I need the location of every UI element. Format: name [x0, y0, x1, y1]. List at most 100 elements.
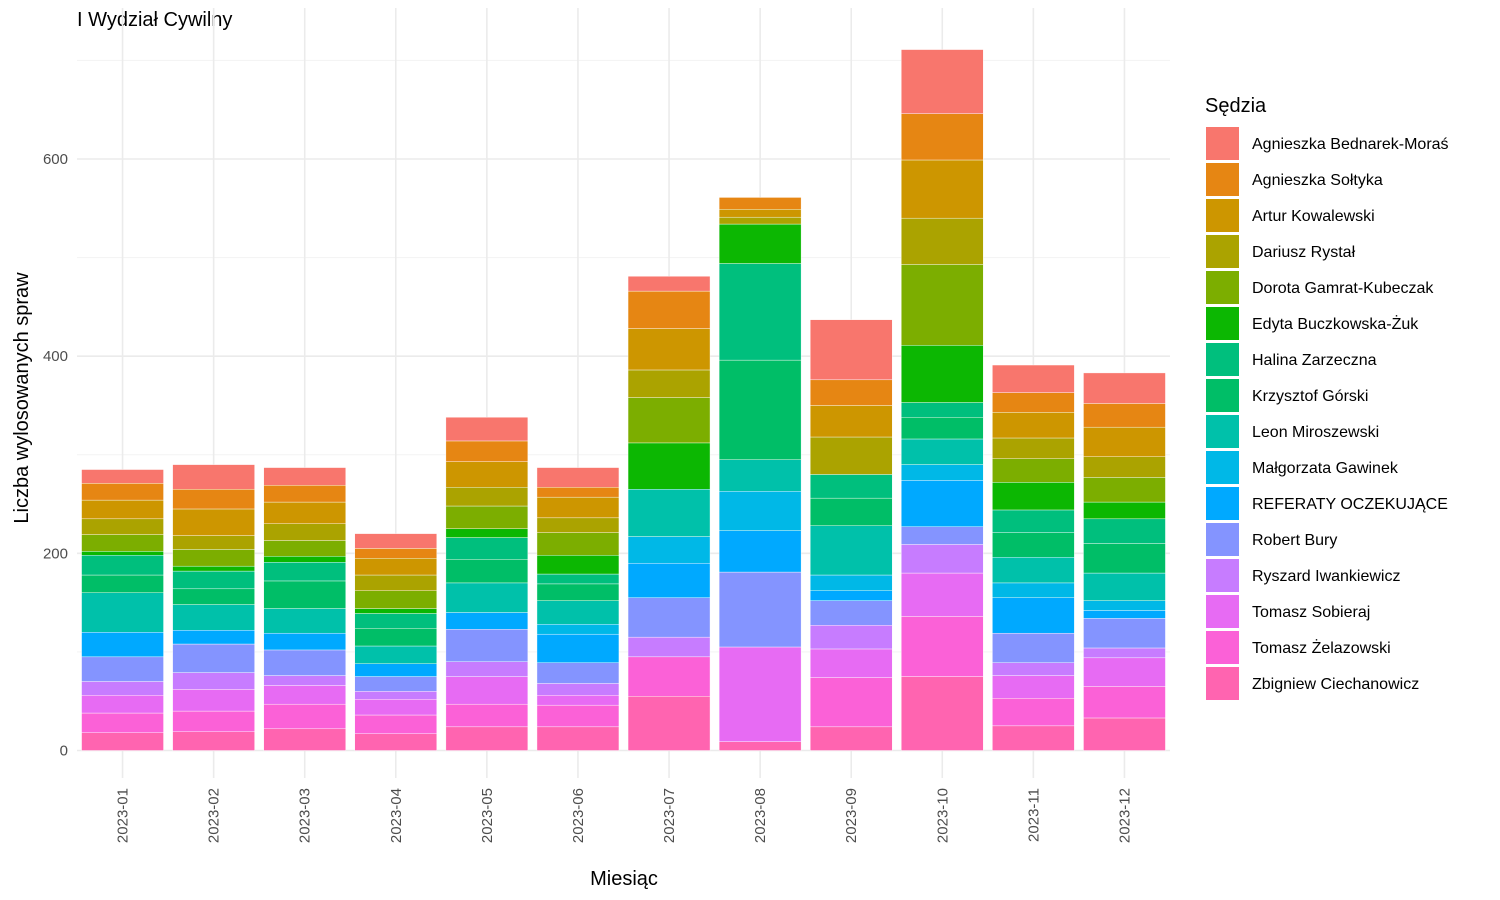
bar-segment [354, 613, 437, 629]
bar-segment [354, 645, 437, 664]
bar-segment [992, 662, 1075, 676]
bar-segment [810, 405, 893, 438]
y-tick-label: 0 [60, 743, 68, 760]
bar-segment [627, 276, 711, 292]
bar-segment [263, 675, 346, 686]
bar-segment [901, 438, 984, 465]
legend-swatch [1206, 163, 1239, 196]
bar-segment [536, 532, 620, 556]
legend-label: REFERATY OCZEKUJĄCE [1252, 496, 1448, 513]
bar-segment [718, 263, 802, 361]
bar-segment [354, 533, 437, 549]
bar-segment [1083, 477, 1166, 503]
bar-segment [718, 646, 802, 742]
bar-segment [1083, 518, 1166, 544]
bar-segment [901, 417, 984, 440]
bar-segment [445, 528, 529, 538]
x-tick-label: 2023-11 [1025, 788, 1042, 842]
bar-segment [81, 483, 164, 501]
bar-segment [445, 461, 529, 488]
bar-segment [901, 113, 984, 161]
bar-segment [627, 369, 711, 398]
x-tick-label: 2023-12 [1116, 788, 1133, 843]
x-tick-label: 2023-09 [843, 788, 860, 843]
bar-segment [718, 359, 802, 460]
bar-segment [354, 548, 437, 559]
bar-segment [536, 573, 620, 585]
bar-segment [536, 487, 620, 498]
bar-segment [901, 676, 984, 751]
bar-segment [536, 600, 620, 625]
bar-segment [627, 397, 711, 444]
bar-segment [172, 643, 255, 673]
x-tick-label: 2023-07 [661, 788, 678, 843]
bar-segment [536, 583, 620, 601]
bar-segment [627, 536, 711, 564]
bar-segment [445, 703, 529, 728]
bar-segment [172, 604, 255, 631]
bar-segment [627, 442, 711, 490]
bar-segment [81, 518, 164, 535]
bar-segment [536, 633, 620, 663]
bar-segment [445, 440, 529, 462]
bar-segment [445, 582, 529, 613]
bar-segment [354, 558, 437, 576]
legend-swatch [1206, 235, 1239, 268]
legend-label: Dariusz Rystał [1252, 244, 1356, 261]
bar-segment [536, 517, 620, 533]
bar-segment [810, 436, 893, 475]
bar-segment [992, 675, 1075, 699]
legend-swatch [1206, 523, 1239, 556]
bar-segment [263, 728, 346, 751]
bar-segment [1083, 372, 1166, 404]
chart-title: I Wydział Cywilny [77, 9, 232, 31]
bar-segment [810, 600, 893, 626]
bar-segment [718, 209, 802, 218]
bar-segment [536, 662, 620, 684]
bar-segment [1083, 717, 1166, 751]
legend-label: Agnieszka Bednarek-Moraś [1252, 136, 1449, 153]
legend-label: Halina Zarzeczna [1252, 352, 1377, 369]
bar-segment [536, 683, 620, 696]
bar-segment [81, 499, 164, 520]
legend-swatch [1206, 667, 1239, 700]
bar-segment [445, 661, 529, 677]
y-tick-label: 600 [43, 151, 68, 168]
x-tick-label: 2023-03 [297, 788, 314, 843]
bar-segment [992, 698, 1075, 727]
bar-segment [172, 630, 255, 645]
bar-segment [627, 562, 711, 598]
bar-segment [172, 710, 255, 732]
legend-label: Tomasz Sobieraj [1252, 604, 1370, 621]
bar-segment [172, 672, 255, 690]
bar-segment [445, 537, 529, 560]
bar-segment [1083, 403, 1166, 428]
bar-segment [718, 530, 802, 573]
y-tick-label: 200 [43, 545, 68, 562]
bar-segment [992, 509, 1075, 533]
legend-swatch [1206, 415, 1239, 448]
bar-segment [263, 523, 346, 541]
bar-segment [263, 632, 346, 651]
bar-segment [992, 364, 1075, 393]
bar-segment [81, 695, 164, 714]
bar-segment [718, 197, 802, 210]
bar-segment [992, 725, 1075, 751]
legend: Sędzia Agnieszka Bednarek-MoraśAgnieszka… [1205, 95, 1449, 700]
bar-segment [627, 636, 711, 658]
bar-segment [445, 612, 529, 630]
legend-label: Robert Bury [1252, 532, 1337, 549]
bar-segment [810, 574, 893, 591]
legend-label: Zbigniew Ciechanowicz [1252, 676, 1419, 693]
bar-segment [172, 588, 255, 605]
bar-segment [81, 592, 164, 633]
x-tick-label: 2023-10 [934, 788, 951, 843]
bar-segment [718, 216, 802, 225]
bar-segment [354, 733, 437, 751]
bar-segment [354, 628, 437, 647]
x-tick-label: 2023-02 [206, 788, 223, 843]
bar-segment [354, 663, 437, 677]
legend-items: Agnieszka Bednarek-Moraś Agnieszka Sołtyk… [1206, 127, 1449, 700]
bar-segment [810, 525, 893, 576]
bar-segment [901, 49, 984, 114]
